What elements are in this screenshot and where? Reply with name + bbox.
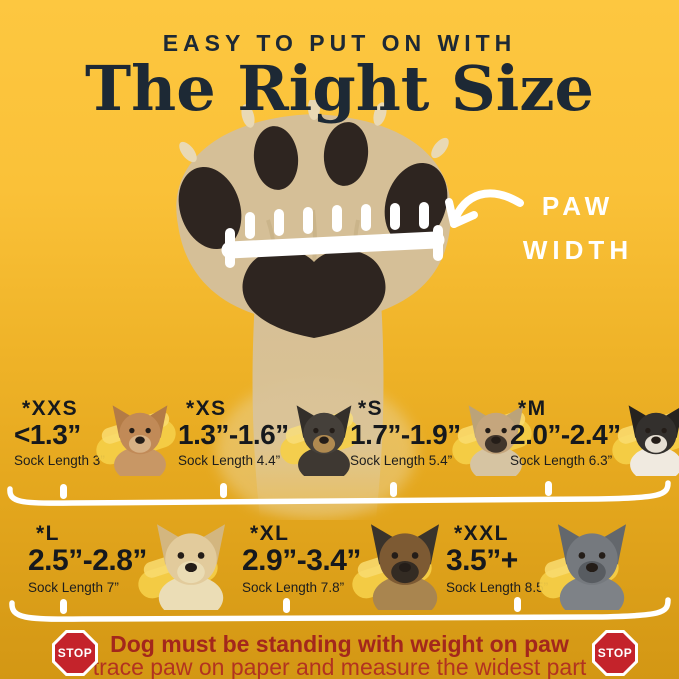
size-text-block: *XXL 3.5”+ Sock Length 8.5” [446,523,548,596]
stop-label: STOP [597,646,633,660]
footer-warning-bold: Dog must be standing with weight on paw [110,631,569,657]
size-label: *XXS [22,396,79,420]
size-label: *XXL [454,521,510,545]
arrow-icon [445,189,524,228]
dog-figure [535,508,638,610]
size-range: 3.5”+ [446,543,518,577]
size-text-block: *XL 2.9”-3.4” Sock Length 7.8” [242,523,361,596]
dog-figure [348,508,451,610]
size-label: *XL [250,521,290,545]
toe-pad [178,166,242,250]
sock-length: Sock Length 5.4” [350,453,453,469]
size-range: 2.9”-3.4” [242,543,361,577]
size-label: *L [36,521,60,545]
size-range: <1.3” [14,418,81,450]
stop-label: STOP [57,646,93,660]
toe-pad [253,126,299,190]
size-entry: *XXL 3.5”+ Sock Length 8.5” [446,508,638,610]
great-dane-photo [558,524,627,610]
size-entry: *XXS <1.3” Sock Length 3” [14,390,180,476]
size-text-block: *L 2.5”-2.8” Sock Length 7” [28,523,147,596]
sock-length: Sock Length 7.8” [242,580,345,596]
kicker-text: EASY TO PUT ON WITH [162,30,517,56]
size-text-block: *S 1.7”-1.9” Sock Length 5.4” [350,398,461,468]
australian-shepherd-photo [628,405,679,476]
french-bulldog-photo [468,405,524,476]
chihuahua-photo [112,405,168,476]
dog-figure [134,508,237,610]
german-shepherd-photo [370,524,439,610]
size-entry: *S 1.7”-1.9” Sock Length 5.4” [350,390,535,476]
paw-width-label: PAW WIDTH [498,184,658,272]
dog-figure [92,390,180,476]
paw-width-line1: PAW [541,191,615,221]
stop-sign-icon: STOP [592,630,638,676]
footer-warning-note: trace paw on paper and measure the wides… [92,654,587,679]
page-title: The Right Size [85,52,594,125]
size-label: *S [358,396,384,420]
size-entry: *L 2.5”-2.8” Sock Length 7” [28,508,237,610]
size-range: 2.5”-2.8” [28,543,147,577]
sock-length: Sock Length 6.3” [510,453,613,469]
sock-length: Sock Length 3” [14,453,105,469]
size-label: *M [518,396,547,420]
toe-pad [323,122,369,186]
golden-retriever-photo [156,524,225,610]
size-range: 2.0”-2.4” [510,418,621,450]
dog-figure [608,390,679,476]
width-ruler-bar [221,231,445,259]
toe-pad [384,162,448,246]
yorkshire-terrier-photo [296,405,352,476]
size-entry: *XL 2.9”-3.4” Sock Length 7.8” [242,508,451,610]
width-ruler-ticks [245,202,429,239]
paw-width-line2: WIDTH [522,235,634,266]
dog-figure [448,390,535,476]
size-text-block: *M 2.0”-2.4” Sock Length 6.3” [510,398,621,468]
size-range: 1.3”-1.6” [178,418,289,450]
central-pad [242,249,386,338]
size-text-block: *XS 1.3”-1.6” Sock Length 4.4” [178,398,289,468]
size-entry: *XS 1.3”-1.6” Sock Length 4.4” [178,390,363,476]
sock-length: Sock Length 7” [28,580,119,596]
dog-figure [276,390,363,476]
size-row-large: *L 2.5”-2.8” Sock Length 7” *XL 2.9”-3.4… [0,508,679,620]
sock-length: Sock Length 4.4” [178,453,281,469]
size-row-small: *XXS <1.3” Sock Length 3” *XS 1.3”-1.6” … [0,390,679,490]
size-range: 1.7”-1.9” [350,418,461,450]
size-text-block: *XXS <1.3” Sock Length 3” [14,398,105,468]
size-label: *XS [186,396,227,420]
size-entry: *M 2.0”-2.4” Sock Length 6.3” [510,390,679,476]
stop-sign-icon: STOP [52,630,98,676]
sock-length: Sock Length 8.5” [446,580,549,596]
